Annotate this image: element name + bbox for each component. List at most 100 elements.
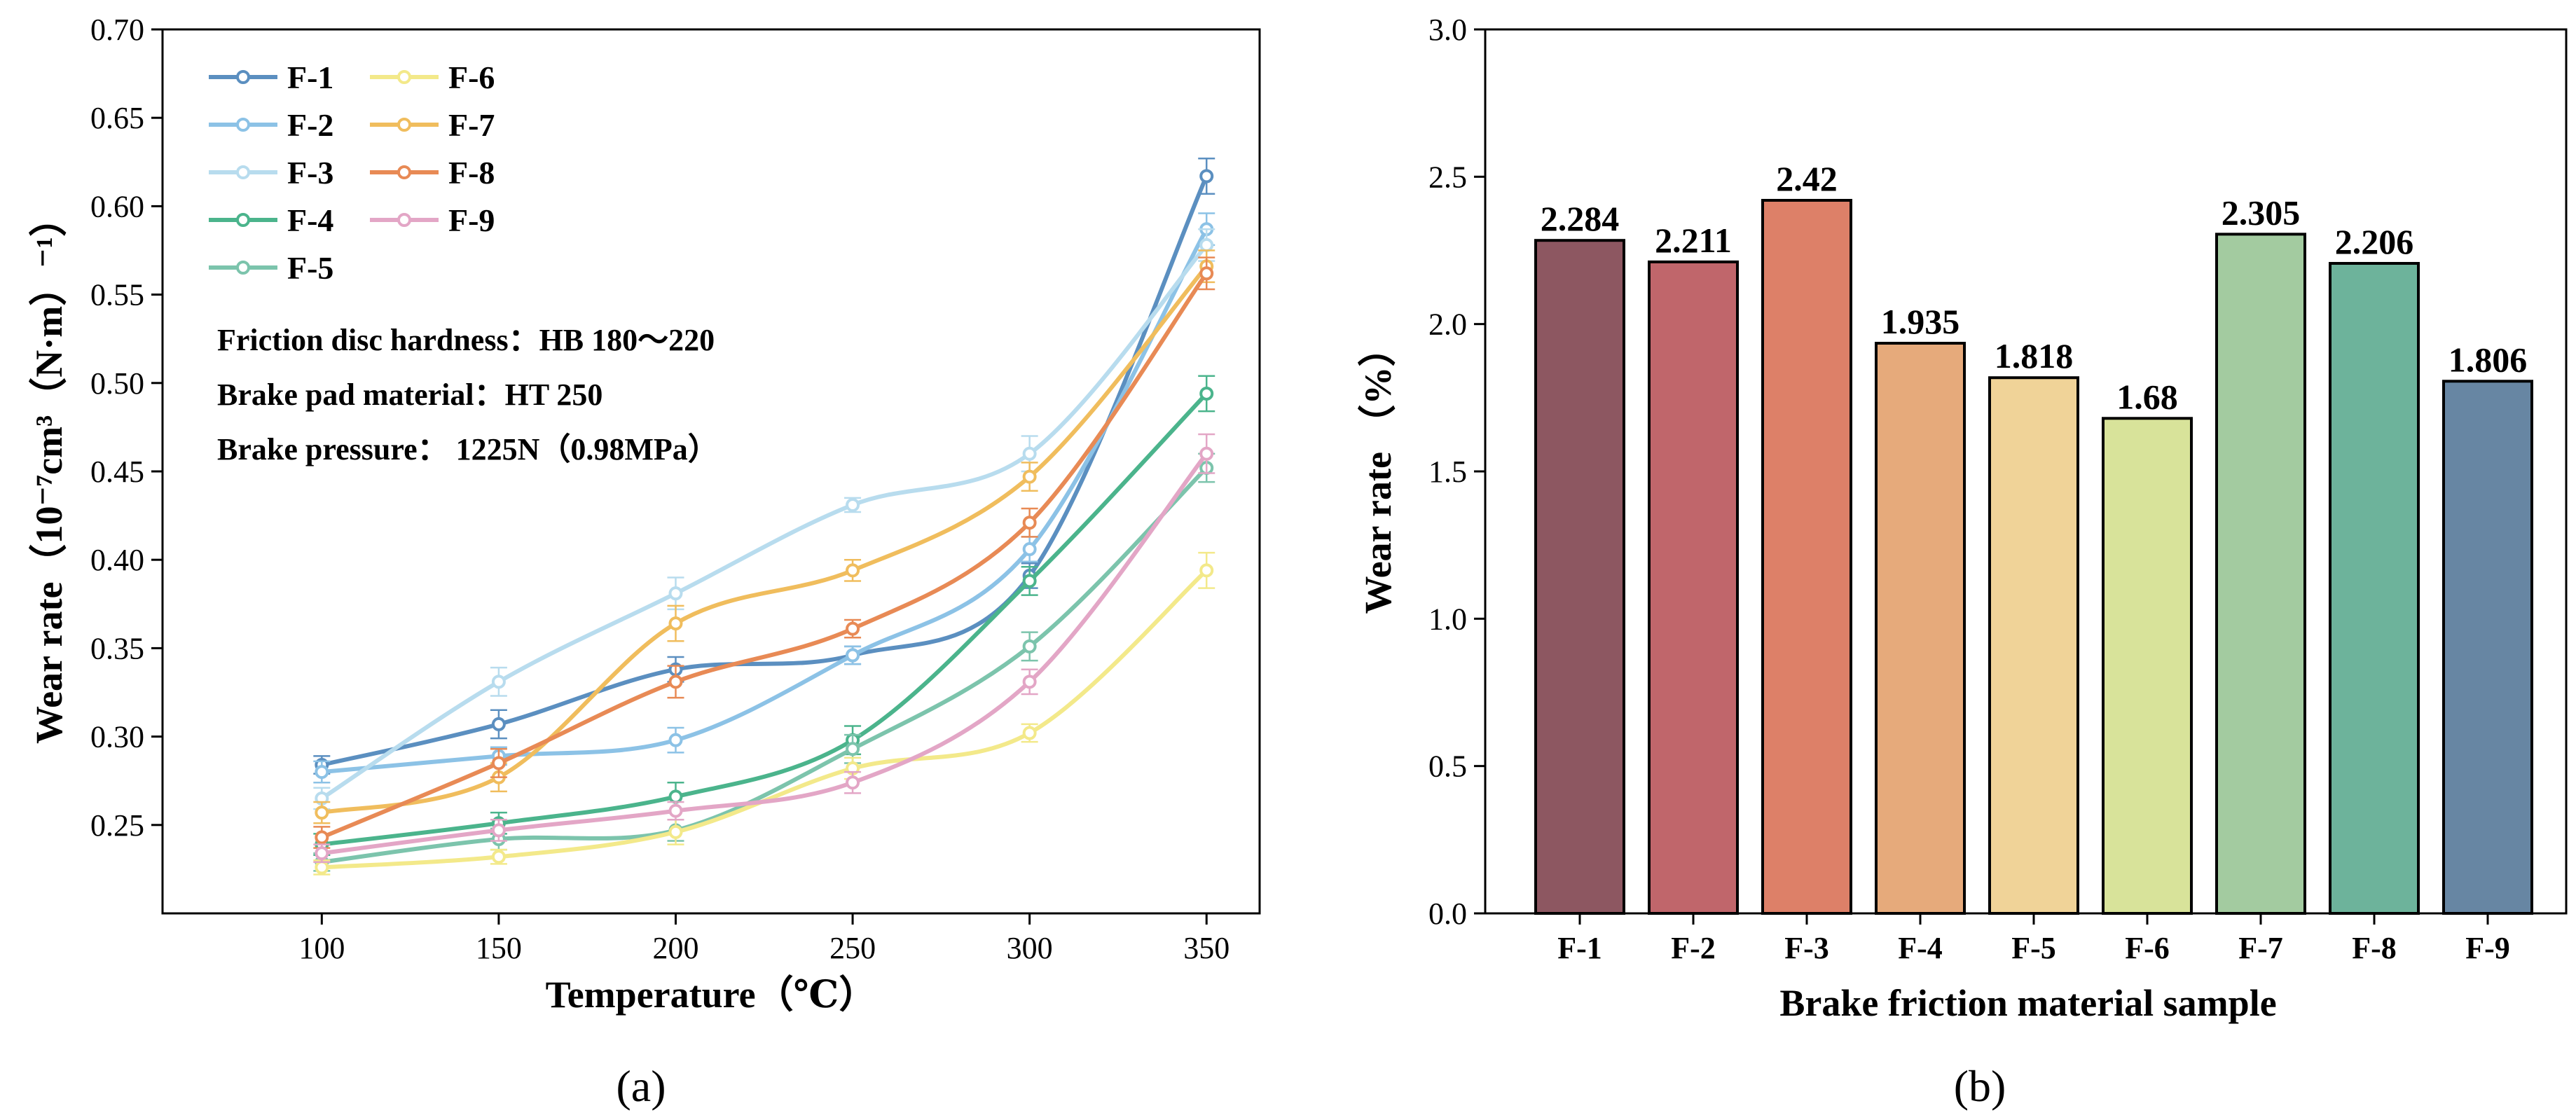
legend-label: F-9 (448, 202, 495, 238)
series-f-6 (313, 551, 1215, 876)
legend-item: F-6 (370, 60, 495, 95)
legend-label: F-6 (448, 60, 495, 95)
bar-f-1 (1534, 239, 1625, 915)
y-tick-label: 3.0 (1428, 13, 1467, 47)
data-point (1199, 563, 1214, 578)
data-point (668, 616, 683, 631)
series-line (321, 452, 1208, 856)
legend-item: F-2 (209, 107, 333, 143)
series-group-a (313, 158, 1215, 876)
bar-f-3 (1761, 198, 1852, 915)
y-tick-label: 1.0 (1428, 602, 1467, 636)
legend-label: F-7 (448, 107, 495, 143)
x-tick-label: F-8 (2352, 931, 2397, 965)
y-tick-label: 0.30 (90, 720, 144, 754)
data-point (668, 789, 683, 804)
legend-item: F-4 (209, 202, 333, 238)
bar-f-2 (1648, 260, 1739, 915)
series-line (321, 466, 1208, 864)
annotation-line: Brake pressure： 1225N（0.98MPa） (217, 432, 719, 466)
y-tick-label: 0.65 (90, 101, 144, 135)
bar-value-label: 2.211 (1655, 221, 1732, 260)
x-tick-label: 300 (1007, 931, 1053, 965)
data-point (846, 648, 860, 663)
data-point (1022, 446, 1037, 461)
data-point (1022, 469, 1037, 484)
legend-swatch-marker (236, 213, 250, 227)
bar-f-9 (2442, 380, 2533, 915)
panel-caption-b: (b) (1954, 1061, 2006, 1111)
legend-swatch-marker (397, 118, 411, 132)
bar-f-4 (1875, 342, 1966, 915)
legend-swatch-marker (397, 213, 411, 227)
y-tick-label: 0.55 (90, 278, 144, 312)
legend-item: F-8 (370, 155, 495, 191)
bar-f-5 (1988, 376, 2079, 915)
y-axis-b: 0.0 0.5 1.0 1.5 2.0 2.5 3.0 (1428, 13, 1485, 931)
legend-swatch-marker (397, 165, 411, 179)
bar-value-label: 1.68 (2116, 377, 2178, 416)
x-tick-label: F-4 (1898, 931, 1943, 965)
legend-label: F-5 (287, 250, 333, 286)
bar-group: 2.284 F-1 2.211 F-2 2.42 F-3 1.935 F-4 1.818 F-5 1… (1534, 159, 2533, 965)
data-point (1022, 574, 1037, 588)
legend-item: F-7 (370, 107, 495, 143)
data-point (846, 742, 860, 756)
data-point (491, 850, 506, 864)
data-point (668, 824, 683, 839)
series-f-8 (313, 256, 1215, 849)
bar-value-label: 1.806 (2448, 340, 2528, 379)
series-line (321, 265, 1208, 815)
data-point (668, 675, 683, 689)
legend-swatch-marker (397, 70, 411, 84)
x-tick-label: F-5 (2011, 931, 2056, 965)
y-tick-label: 0.45 (90, 455, 144, 489)
bar-value-label: 2.206 (2335, 222, 2414, 261)
series-f-9 (313, 433, 1215, 864)
y-tick-label: 0.35 (90, 631, 144, 665)
data-point (315, 830, 329, 845)
data-point (1022, 639, 1037, 654)
y-axis-a: 0.25 0.30 0.35 0.40 0.45 0.50 0.55 0.60 0.65 0.70 (90, 13, 163, 843)
data-point (668, 733, 683, 747)
annotation-block: Friction disc hardness：HB 180～220 Brake … (217, 323, 719, 466)
bar-f-7 (2215, 233, 2306, 915)
series-line (321, 272, 1208, 840)
x-tick-label: F-1 (1557, 931, 1602, 965)
legend-label: F-8 (448, 155, 495, 191)
legend-a: F-1 F-2 F-3 F-4 F-5 F-6 F-7 F-8 F-9 (209, 60, 495, 286)
data-point (315, 860, 329, 875)
annotation-line: Brake pad material：HT 250 (217, 378, 602, 412)
x-axis-a: 100 150 200 250 300 350 (298, 913, 1230, 965)
x-tick-label: F-9 (2465, 931, 2510, 965)
x-tick-label: 150 (476, 931, 522, 965)
data-point (491, 675, 506, 689)
x-tick-label: F-6 (2125, 931, 2170, 965)
bar-f-8 (2329, 262, 2420, 915)
legend-label: F-4 (287, 202, 333, 238)
data-point (315, 806, 329, 820)
legend-swatch-marker (236, 70, 250, 84)
data-point (668, 586, 683, 601)
legend-swatch-marker (236, 261, 250, 275)
line-chart-panel: 0.25 0.30 0.35 0.40 0.45 0.50 0.55 0.60 0.65 0.70… (28, 13, 1261, 1111)
series-line (321, 392, 1208, 847)
series-f-2 (313, 212, 1215, 784)
x-axis-title-a: Temperature（℃） (546, 974, 877, 1016)
x-tick-label: 250 (829, 931, 876, 965)
data-point (1199, 446, 1214, 461)
data-point (846, 775, 860, 790)
data-point (1022, 542, 1037, 557)
legend-label: F-1 (287, 60, 333, 95)
panel-caption-a: (a) (616, 1061, 666, 1111)
y-axis-title-b: Wear rate （%） (1357, 329, 1399, 614)
legend-swatch-marker (236, 118, 250, 132)
legend-item: F-3 (209, 155, 333, 191)
data-point (315, 846, 329, 861)
y-tick-label: 0.60 (90, 189, 144, 223)
annotation-line: Friction disc hardness：HB 180～220 (217, 323, 715, 357)
data-point (1022, 675, 1037, 689)
legend-swatch-marker (236, 165, 250, 179)
bar-value-label: 1.935 (1881, 302, 1960, 341)
